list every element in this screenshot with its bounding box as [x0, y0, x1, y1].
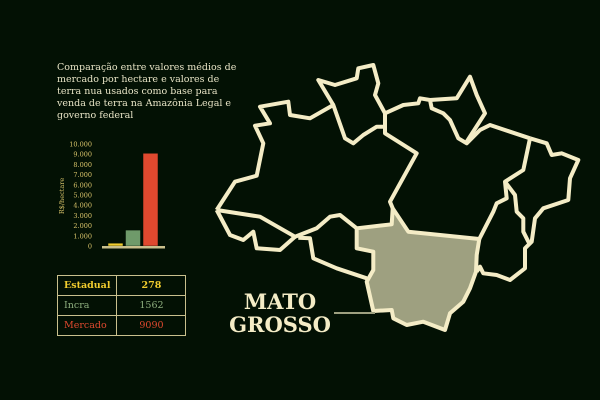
y-tick-label: 6.000 — [73, 181, 92, 189]
y-tick-label: 4.000 — [73, 202, 92, 210]
state-border — [429, 74, 487, 143]
y-tick-label: 0 — [88, 243, 92, 251]
y-tick-label: 9.000 — [73, 151, 92, 159]
table-row: Mercado 9090 — [56, 315, 187, 336]
row-label: Mercado — [56, 315, 118, 336]
state-border — [216, 208, 358, 239]
y-tick-label: 3.000 — [73, 212, 92, 220]
state-border — [477, 137, 532, 240]
values-table: Estadual 278 Incra 1562 Mercado 9090 — [56, 275, 187, 336]
state-border — [316, 63, 387, 127]
y-tick-label: 8.000 — [73, 161, 92, 169]
x-axis-baseline — [102, 246, 165, 249]
mato-grosso-state — [354, 206, 482, 332]
y-axis-label: R$/hectare — [58, 178, 66, 214]
chart-title: Comparação entre valores médios de merca… — [57, 62, 237, 121]
y-tick-label: 1.000 — [73, 232, 92, 240]
state-border — [215, 99, 419, 212]
y-tick-label: 7.000 — [73, 171, 92, 179]
table-row: Estadual 278 — [56, 275, 187, 296]
state-border — [298, 235, 368, 281]
state-border — [384, 96, 531, 146]
state-border — [214, 209, 297, 252]
y-tick-label: 5.000 — [73, 192, 92, 200]
y-tick-label: 10.000 — [69, 141, 92, 149]
mato-grosso-label: MATO GROSSO — [229, 289, 331, 337]
row-value: 9090 — [116, 315, 187, 336]
state-border — [475, 136, 581, 282]
state-border — [503, 180, 532, 246]
y-tick-label: 2.000 — [73, 222, 92, 230]
